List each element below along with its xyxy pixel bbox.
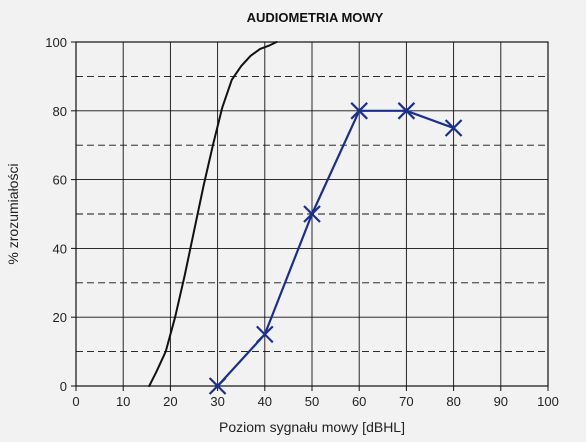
grid [76, 42, 548, 386]
x-axis-label: Poziom sygnału mowy [dBHL] [219, 419, 405, 435]
series-2-x-marker [350, 102, 368, 120]
series-layer [148, 41, 463, 395]
y-tick-label: 0 [60, 379, 67, 394]
x-tick-label: 50 [305, 394, 319, 409]
x-tick-label: 70 [399, 394, 413, 409]
x-tick-label: 10 [116, 394, 130, 409]
y-tick-label: 20 [53, 310, 67, 325]
axis-ticks: 0 10 20 30 40 50 60 70 80 90 100 0 20 40 60 80 100 [45, 35, 559, 409]
x-marker-stroke [397, 102, 416, 120]
x-tick-label: 80 [446, 394, 460, 409]
x-marker-stroke [303, 205, 321, 223]
y-tick-label: 40 [53, 241, 67, 256]
x-marker-stroke [444, 119, 463, 137]
series-2-x-marker [256, 325, 274, 344]
x-tick-label: 30 [210, 394, 224, 409]
chart-title: AUDIOMETRIA MOWY [247, 10, 384, 25]
series-2-x-marker [397, 102, 416, 120]
series-2-x-marker [444, 119, 463, 137]
x-tick-label: 90 [494, 394, 508, 409]
x-marker-stroke [256, 325, 274, 344]
x-tick-label: 0 [72, 394, 79, 409]
x-marker-stroke [350, 102, 368, 120]
series-2-x-marker [208, 377, 227, 395]
y-tick-label: 80 [53, 104, 67, 119]
y-tick-label: 60 [53, 173, 67, 188]
x-marker-stroke [208, 377, 227, 395]
x-tick-label: 20 [163, 394, 177, 409]
y-axis-label: % zrozumiałości [5, 163, 21, 264]
x-tick-label: 40 [258, 394, 272, 409]
series-2-line [216, 109, 455, 388]
x-tick-label: 60 [352, 394, 366, 409]
x-tick-label: 100 [537, 394, 559, 409]
y-tick-label: 100 [45, 35, 67, 50]
series-1-line [148, 41, 278, 387]
series-2-x-marker [303, 205, 321, 223]
